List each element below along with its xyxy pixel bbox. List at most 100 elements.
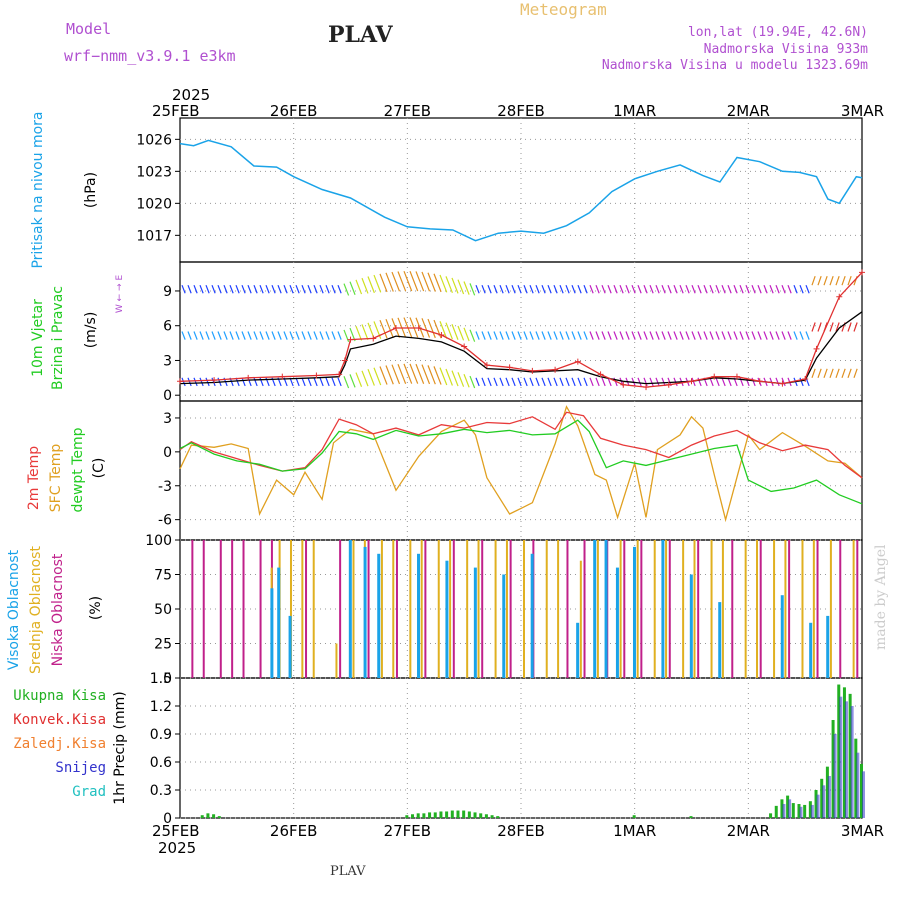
wind-speed-marker: [688, 378, 695, 385]
wind-barb: [685, 284, 690, 294]
wind-barb: [763, 331, 768, 340]
precip-bar-snow: [833, 734, 837, 818]
ytick-label: 0: [163, 671, 172, 687]
ytick-label: 3: [163, 353, 172, 369]
wind-barb: [643, 331, 648, 340]
wind-barb: [253, 284, 258, 294]
wind-barb: [481, 284, 486, 294]
wind-barb: [439, 367, 448, 386]
wind-speed-marker: [802, 375, 809, 382]
cloud-bar-mid: [756, 540, 759, 678]
wind-barb: [307, 331, 312, 340]
ytick-label: 0.9: [150, 727, 172, 743]
wind-barb: [661, 284, 666, 294]
wind-barb: [241, 284, 246, 294]
cloud-bar-high: [689, 574, 693, 678]
wind-barb: [499, 331, 504, 340]
wind-barb: [733, 284, 738, 294]
precip-bar-snow: [862, 771, 865, 818]
wind-barb: [223, 284, 228, 294]
wind-barb: [259, 331, 264, 340]
wind-barb: [193, 284, 198, 294]
wind-speed-marker: [313, 372, 320, 379]
wind-barb: [613, 331, 618, 340]
wind-barb: [427, 318, 436, 339]
lonlat-label: lon,lat (19.94E, 42.6N): [687, 25, 868, 40]
ytick-label: 1026: [136, 132, 172, 148]
wind-barb: [319, 284, 324, 294]
temp-panel-label-1: 2m Temp: [26, 446, 42, 510]
precip-bar-total: [416, 813, 420, 818]
wind-barb: [289, 331, 294, 340]
wind-barb: [565, 377, 570, 387]
wind-barb: [787, 331, 792, 340]
wind-barb: [829, 275, 834, 286]
wind-barb: [511, 377, 516, 387]
wind-barb: [421, 271, 431, 292]
wind-speed-marker: [336, 371, 343, 378]
cloud-bar-low: [509, 540, 512, 678]
cloud-bar-high: [502, 574, 506, 678]
wind-barb: [229, 284, 234, 294]
xtick-label-bottom: 27FEB: [384, 822, 431, 840]
cloud-bar-mid: [420, 540, 423, 678]
precip-bar-total: [848, 693, 852, 818]
pressure-line: [179, 139, 863, 242]
precip-bar-total: [860, 763, 863, 818]
wind-barb: [847, 368, 852, 379]
ytick-label: 1020: [136, 196, 172, 212]
wind-barb: [709, 331, 714, 340]
wind-barb: [751, 377, 756, 387]
wind-barb: [757, 284, 762, 294]
cloud-panel-label-2: Srednja Oblacnost: [28, 546, 44, 674]
wind-barb: [517, 284, 522, 294]
precip-bar-total: [467, 811, 471, 818]
wind-speed-marker: [483, 362, 490, 369]
wind-barb: [361, 324, 369, 341]
cloud-bar-mid: [619, 540, 622, 678]
temp-panel-label-3: dewpt Temp: [70, 427, 86, 512]
year-bottom: 2025: [158, 839, 196, 857]
wind-barb: [361, 370, 369, 387]
wind-barb: [409, 270, 419, 292]
wind-barb: [343, 283, 350, 296]
wind-speed-marker: [177, 378, 183, 385]
wind-barb: [631, 284, 636, 294]
wind-barb: [703, 284, 708, 294]
cloud-bar-mid: [852, 540, 855, 678]
wind-barb: [781, 284, 786, 294]
wind-barb: [487, 377, 492, 387]
wind-barb: [841, 275, 846, 286]
cloud-bar-high: [445, 560, 449, 678]
precip-bar-total: [837, 684, 841, 818]
cloud-bar-mid: [301, 540, 304, 678]
wind-speed-marker: [461, 343, 468, 350]
wind-barb: [565, 284, 570, 294]
precip-bar-total: [206, 813, 210, 818]
precip-bar-total: [808, 801, 812, 818]
cloud-bar-mid: [579, 560, 582, 678]
wind-barb: [475, 331, 480, 340]
cloud-bar-mid: [392, 540, 395, 678]
wind-barb: [529, 377, 534, 387]
ytick-label: 0.6: [150, 755, 172, 771]
wind-speed-marker: [552, 366, 559, 373]
cloud-bar-mid: [494, 540, 497, 678]
precip-bar-snow: [827, 776, 831, 818]
wind-barb: [211, 284, 216, 294]
cloud-bar-mid: [312, 540, 315, 678]
wind-barb: [397, 271, 407, 292]
wind-barb: [535, 377, 540, 387]
wind-barb: [451, 277, 459, 294]
wind-barb: [331, 284, 336, 294]
precip-bar-total: [769, 813, 773, 818]
precip-bar-total: [496, 816, 500, 818]
cloud-bar-high: [826, 615, 830, 678]
wind-barb: [247, 284, 252, 294]
cloud-bar-low: [242, 540, 245, 678]
precip-bar-total: [632, 815, 636, 818]
wind-barb: [307, 284, 312, 294]
wind-barb: [829, 368, 834, 379]
precip-bar-total: [803, 804, 807, 818]
wind-barb: [757, 331, 762, 340]
